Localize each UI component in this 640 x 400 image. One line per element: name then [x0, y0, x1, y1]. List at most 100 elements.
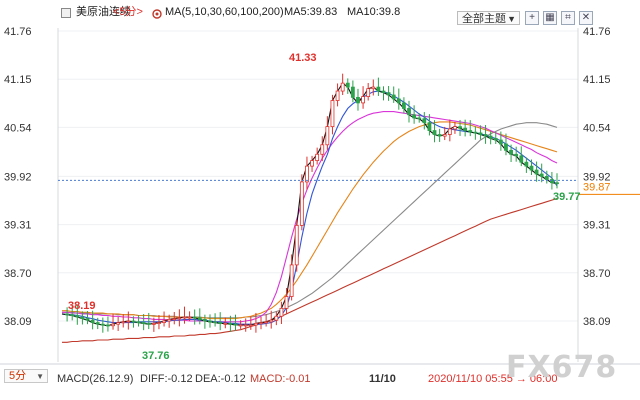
candle-body: [116, 322, 121, 325]
candle-body: [254, 322, 258, 326]
candle-body: [243, 324, 248, 327]
candle-body: [238, 324, 243, 327]
candle-body: [320, 144, 325, 155]
candle-body: [202, 319, 207, 322]
symbol-name[interactable]: 美原油连续: [76, 6, 131, 18]
candle-body: [514, 153, 519, 157]
candle-body: [315, 153, 320, 161]
candle-body: [274, 315, 279, 321]
period-label[interactable]: <5分>: [113, 6, 143, 18]
candle-body: [294, 224, 299, 266]
theme-dropdown[interactable]: 全部主题 ▼: [457, 11, 520, 25]
candle-body: [289, 264, 294, 297]
candle-body: [151, 322, 156, 325]
candle-body: [172, 318, 177, 321]
candle-body: [417, 117, 422, 120]
candle-body: [157, 322, 161, 324]
plus-box-icon[interactable]: +: [525, 11, 539, 25]
close-x-icon[interactable]: ✕: [579, 11, 593, 25]
candle-body: [305, 165, 309, 183]
candle-body: [177, 317, 182, 320]
candle-body: [111, 323, 115, 327]
ma-line-ma60: [62, 121, 558, 320]
candle-body: [182, 316, 187, 319]
candle-body: [529, 165, 534, 171]
candle-body: [126, 320, 131, 323]
candle-body: [350, 86, 355, 98]
price-annotation: 37.76: [142, 350, 170, 362]
ma-line-ma30: [62, 111, 558, 323]
candle-body: [136, 321, 141, 324]
legend-square-icon: [61, 8, 71, 18]
candle-body: [386, 92, 391, 96]
candle-body: [524, 161, 529, 167]
candle-body: [478, 132, 483, 135]
candle-body: [325, 126, 330, 146]
ma5-value: MA5:39.83: [284, 6, 338, 18]
candle-body: [402, 102, 406, 109]
left-tick-label: 41.76: [4, 26, 32, 38]
candle-body: [412, 114, 417, 119]
candle-body: [366, 88, 371, 97]
candle-body: [488, 135, 493, 139]
date-marker: 11/10: [369, 373, 396, 385]
candle-body: [146, 322, 151, 325]
candle-body: [80, 316, 85, 320]
candle-body: [396, 98, 401, 104]
candle-body: [473, 131, 478, 134]
candle-body: [269, 319, 274, 323]
candle-body: [442, 134, 447, 137]
right-tick-label: 38.09: [583, 316, 611, 328]
left-tick-label: 38.09: [4, 316, 32, 328]
candle-body: [422, 118, 427, 124]
candle-body: [468, 130, 473, 133]
period-select[interactable]: 5分 ▼: [4, 369, 48, 383]
chevron-down-icon: ▼: [507, 14, 516, 24]
candle-body: [432, 130, 437, 135]
candle-body: [549, 179, 554, 184]
candle-body: [90, 319, 95, 323]
right-tick-label: 40.54: [583, 122, 611, 134]
ma-params-label[interactable]: MA(5,10,30,60,100,200): [165, 6, 284, 18]
settings-icon[interactable]: [151, 7, 163, 19]
candle-body: [391, 94, 396, 100]
price-annotation: 38.19: [68, 300, 96, 312]
candle-body: [95, 322, 100, 325]
crop-icon[interactable]: ⌗: [561, 11, 575, 25]
candle-body: [519, 155, 524, 163]
candle-body: [310, 160, 314, 167]
right-tick-label: 41.76: [583, 26, 611, 38]
theme-dropdown-label: 全部主题: [462, 13, 506, 25]
left-tick-label: 39.92: [4, 171, 32, 183]
right-tick-label: 41.15: [583, 74, 611, 86]
left-tick-label: 41.15: [4, 74, 32, 86]
macd-diff: DIFF:-0.12: [140, 373, 193, 385]
candle-body: [162, 320, 166, 323]
candle-body: [483, 134, 488, 137]
candle-body: [279, 307, 284, 317]
price-annotation: 39.77: [553, 191, 581, 203]
candle-body: [259, 322, 263, 324]
left-tick-label: 40.54: [4, 122, 32, 134]
candle-body: [192, 316, 197, 319]
left-tick-label: 39.31: [4, 220, 32, 232]
candle-body: [213, 321, 217, 324]
candle-body: [106, 324, 110, 327]
macd-params: MACD(26.12.9): [57, 373, 134, 385]
candle-body: [340, 82, 345, 92]
candle-body: [498, 139, 503, 145]
candle-body: [381, 90, 386, 94]
current-price-badge: 39.87: [583, 181, 611, 193]
grid-icon[interactable]: ▦: [543, 11, 557, 25]
candle-body: [223, 322, 228, 325]
candle-body: [427, 122, 432, 131]
candle-body: [544, 175, 549, 180]
candle-body: [504, 143, 508, 151]
period-select-value: 5分: [9, 370, 27, 382]
candle-body: [447, 128, 452, 135]
chart-toolbar: 美原油连续 <5分> MA(5,10,30,60,100,200) MA5:39…: [0, 0, 640, 26]
candle-body: [284, 296, 289, 309]
candle-body: [371, 86, 376, 90]
ma10-value: MA10:39.8: [347, 6, 401, 18]
